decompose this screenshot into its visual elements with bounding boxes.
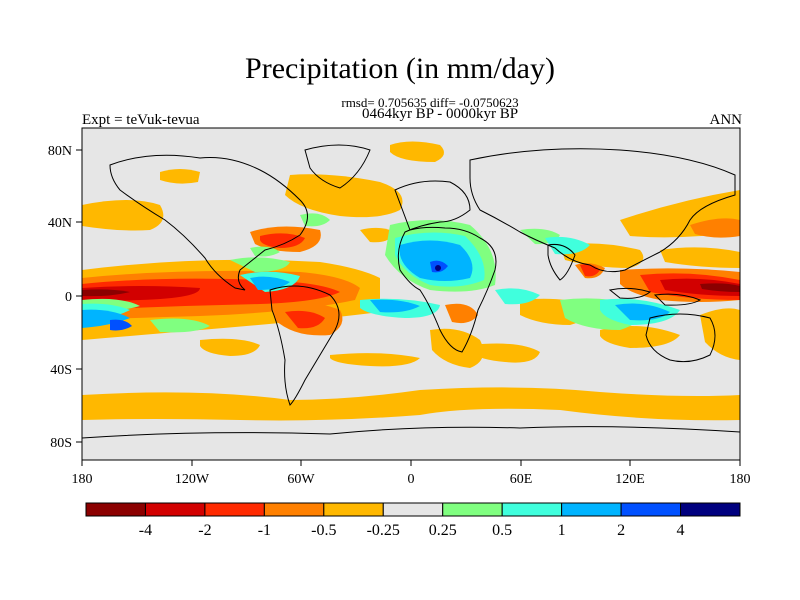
colorbar-swatch <box>323 502 384 517</box>
colorbar-swatch <box>680 502 741 517</box>
season-label: ANN <box>709 112 743 128</box>
colorbar-swatch <box>263 502 325 517</box>
experiment-label: Expt = teVuk-tevua <box>82 112 200 128</box>
colorbar-label: -4 <box>139 522 152 539</box>
colorbar-swatch <box>561 502 622 517</box>
map-title: Precipitation (in mm/day) <box>245 52 555 85</box>
colorbar-label: -0.25 <box>367 522 400 539</box>
contour-neg2 <box>82 278 740 301</box>
colorbar-swatch <box>204 502 265 517</box>
lat-label: 40N <box>48 216 72 231</box>
colorbar-swatch <box>85 502 146 517</box>
lon-label: 60W <box>287 472 315 487</box>
colorbar-label: 2 <box>617 522 625 539</box>
colorbar-label: -1 <box>258 522 271 539</box>
coastlines <box>82 144 740 439</box>
colorbar-swatch <box>144 502 206 517</box>
lon-label: 120W <box>175 472 210 487</box>
precip-field <box>82 128 740 460</box>
colorbar-swatch <box>620 502 682 517</box>
colorbar-label: 4 <box>677 522 685 539</box>
colorbar-swatch <box>501 502 563 517</box>
colorbar-label: -0.5 <box>311 522 336 539</box>
contour-pos4 <box>435 265 441 271</box>
lon-label: 120E <box>615 472 645 487</box>
rmsd-diff-stats: rmsd= 0.705635 diff= -0.0750623 <box>341 95 519 110</box>
time-period-label: 0464kyr BP - 0000kyr BP <box>361 106 519 122</box>
colorbar-swatch <box>442 502 503 517</box>
contour-neg4 <box>82 283 740 297</box>
lat-label: 40S <box>50 363 72 378</box>
colorbar-swatch <box>382 502 444 517</box>
lat-label: 80S <box>50 436 72 451</box>
colorbar: -4 -2 -1 -0.5 -0.25 0.25 0.5 1 2 4 <box>85 502 741 539</box>
lon-label: 60E <box>510 472 533 487</box>
lon-label: 180 <box>730 472 751 487</box>
contour-pos2 <box>110 260 448 331</box>
latitude-axis: 80N 40N 0 40S 80S <box>48 144 82 451</box>
colorbar-label: -2 <box>198 522 211 539</box>
lon-label: 0 <box>408 472 415 487</box>
lat-label: 0 <box>65 290 72 305</box>
colorbar-label: 0.25 <box>429 522 457 539</box>
lat-label: 80N <box>48 144 72 159</box>
lon-label: 180 <box>72 472 93 487</box>
colorbar-label: 0.5 <box>492 522 512 539</box>
longitude-axis: 180 120W 60W 0 60E 120E 180 <box>72 460 751 487</box>
colorbar-label: 1 <box>558 522 566 539</box>
